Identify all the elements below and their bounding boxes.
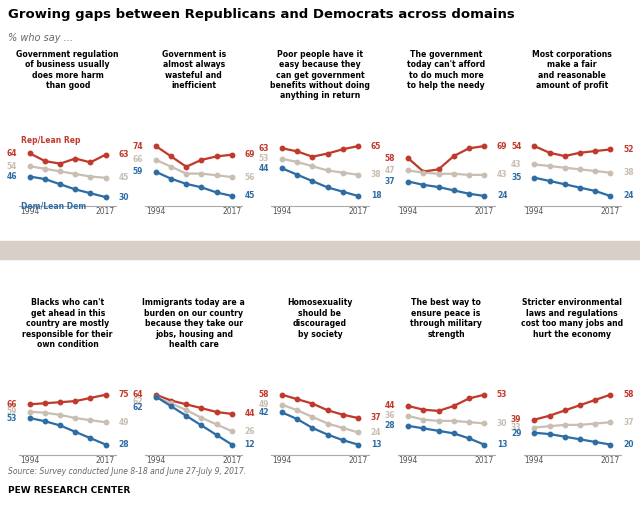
- Text: 66: 66: [132, 156, 143, 164]
- Text: 39: 39: [511, 415, 522, 424]
- Text: 62: 62: [132, 397, 143, 406]
- Text: 66: 66: [6, 400, 17, 409]
- Text: 12: 12: [244, 440, 255, 449]
- Text: 58: 58: [623, 390, 634, 399]
- Text: 52: 52: [623, 145, 634, 154]
- Text: 28: 28: [118, 440, 129, 449]
- Text: 24: 24: [497, 191, 508, 200]
- Text: % who say ...: % who say ...: [8, 33, 74, 43]
- Text: 49: 49: [259, 400, 269, 409]
- Text: Dem/Lean Dem: Dem/Lean Dem: [20, 202, 86, 211]
- Text: 53: 53: [259, 155, 269, 163]
- Text: 37: 37: [385, 177, 396, 186]
- Text: 75: 75: [118, 390, 129, 399]
- Text: 45: 45: [244, 191, 255, 200]
- Text: 30: 30: [118, 192, 129, 201]
- Text: 38: 38: [623, 168, 634, 177]
- Text: 44: 44: [385, 401, 396, 411]
- Text: 59: 59: [132, 167, 143, 176]
- Text: 33: 33: [511, 423, 522, 432]
- Text: 47: 47: [385, 166, 396, 175]
- Text: Government regulation
of business usually
does more harm
than good: Government regulation of business usuall…: [17, 50, 119, 90]
- Text: 56: 56: [244, 173, 255, 181]
- Text: 53: 53: [6, 414, 17, 423]
- Text: Growing gaps between Republicans and Democrats across domains: Growing gaps between Republicans and Dem…: [8, 8, 515, 21]
- Text: 43: 43: [511, 160, 522, 169]
- Text: 49: 49: [118, 418, 129, 427]
- Text: 63: 63: [259, 144, 269, 153]
- Text: Homosexuality
should be
discouraged
by society: Homosexuality should be discouraged by s…: [287, 298, 353, 339]
- Text: 64: 64: [6, 149, 17, 158]
- Text: 18: 18: [371, 191, 381, 200]
- Text: The best way to
ensure peace is
through military
strength: The best way to ensure peace is through …: [410, 298, 482, 339]
- Text: 24: 24: [623, 191, 634, 200]
- Text: 54: 54: [511, 141, 522, 150]
- Text: 28: 28: [385, 421, 396, 430]
- Text: 58: 58: [259, 390, 269, 399]
- Text: Stricter environmental
laws and regulations
cost too many jobs and
hurt the econ: Stricter environmental laws and regulati…: [521, 298, 623, 339]
- Text: 44: 44: [259, 164, 269, 173]
- Text: 64: 64: [132, 390, 143, 399]
- Text: 36: 36: [385, 412, 396, 421]
- Text: The government
today can't afford
to do much more
to help the needy: The government today can't afford to do …: [407, 50, 485, 90]
- Text: 13: 13: [497, 440, 508, 449]
- Text: 44: 44: [244, 410, 255, 419]
- Text: Immigrants today are a
burden on our country
because they take our
jobs, housing: Immigrants today are a burden on our cou…: [143, 298, 245, 349]
- Text: Most corporations
make a fair
and reasonable
amount of profit: Most corporations make a fair and reason…: [532, 50, 612, 90]
- Text: Source: Survey conducted June 8-18 and June 27-July 9, 2017.: Source: Survey conducted June 8-18 and J…: [8, 467, 246, 476]
- Text: 13: 13: [371, 440, 381, 449]
- Text: Blacks who can't
get ahead in this
country are mostly
responsible for their
own : Blacks who can't get ahead in this count…: [22, 298, 113, 349]
- Text: 62: 62: [132, 403, 143, 412]
- Text: 53: 53: [497, 390, 508, 399]
- Text: Rep/Lean Rep: Rep/Lean Rep: [20, 136, 80, 144]
- Text: 43: 43: [497, 170, 508, 179]
- Text: 69: 69: [497, 141, 508, 150]
- Text: 35: 35: [511, 173, 522, 182]
- Text: 46: 46: [6, 172, 17, 181]
- Text: 26: 26: [244, 427, 255, 436]
- Text: Poor people have it
easy because they
can get government
benefits without doing
: Poor people have it easy because they ca…: [270, 50, 370, 100]
- Text: 38: 38: [371, 170, 381, 179]
- Text: 30: 30: [497, 419, 508, 428]
- Text: 54: 54: [6, 162, 17, 171]
- Text: 65: 65: [371, 141, 381, 150]
- Text: 63: 63: [118, 150, 129, 159]
- Text: 37: 37: [623, 418, 634, 427]
- Text: PEW RESEARCH CENTER: PEW RESEARCH CENTER: [8, 486, 131, 495]
- Text: 58: 58: [385, 154, 396, 163]
- Text: 69: 69: [244, 150, 255, 159]
- Text: 59: 59: [6, 407, 17, 416]
- Text: 29: 29: [511, 429, 522, 438]
- Text: 24: 24: [371, 428, 381, 437]
- Text: 45: 45: [118, 173, 129, 182]
- Text: Government is
almost always
wasteful and
inefficient: Government is almost always wasteful and…: [162, 50, 226, 90]
- Text: 74: 74: [132, 141, 143, 150]
- Text: 20: 20: [623, 440, 634, 449]
- Text: 37: 37: [371, 414, 381, 423]
- Text: 42: 42: [259, 408, 269, 417]
